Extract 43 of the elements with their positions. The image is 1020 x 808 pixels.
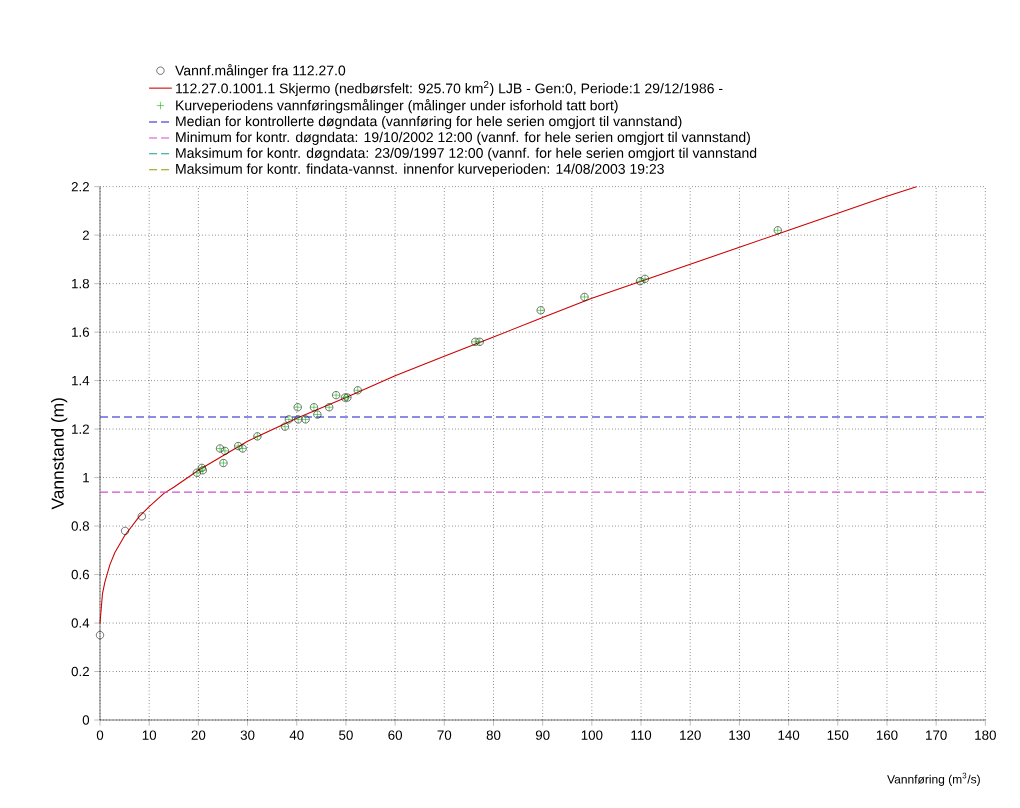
y-axis-title: Vannstand (m)	[51, 398, 68, 510]
point	[137, 512, 146, 521]
y-tick-label: 1.4	[72, 376, 90, 386]
y-tick-label: 0.8	[71, 521, 90, 531]
y-tick-label: 1.2	[72, 424, 89, 434]
x-tick-label: 50	[339, 730, 353, 740]
y-tick-label: 0	[82, 715, 90, 725]
x-tick-label: 180	[975, 730, 996, 740]
x-tick-label: 100	[581, 730, 603, 740]
y-tick-label: 0.2	[71, 666, 89, 677]
legend-label: Median for kontrollerte døgndata (vannføring for hele serien omgjort til vannstand)	[176, 115, 682, 130]
x-tick-label: 80	[486, 730, 501, 740]
y-tick-label: 1.6	[72, 327, 90, 337]
x-tick-label: 130	[729, 730, 751, 740]
x-tick-label: 30	[240, 730, 255, 740]
x-tick-label: 10	[142, 730, 157, 740]
x-tick-label: 0	[96, 730, 104, 740]
x-tick-label: 40	[289, 730, 304, 740]
x-tick-label: 120	[680, 730, 701, 740]
x-tick-label: 140	[778, 730, 800, 740]
y-tick-label: 0.6	[71, 569, 90, 580]
y-tick-label: 2	[82, 230, 89, 240]
legend-label: 112.27.0.1001.1 Skjermo (nedbørsfelt: 925.70 km$^{2}$) LJB - Gen:0, Periode:1 29/12/1986 -	[176, 81, 723, 97]
x-tick-label: 170	[926, 730, 947, 740]
legend-label: Kurveperiodens vannføringsmålinger (målinger under isforhold tatt bort)	[176, 98, 618, 114]
x-tick-label: 20	[191, 730, 206, 740]
legend-label: Maksimum for kontr. døgndata: 23/09/1997 12:00 (vannf. for hele serien omgjort til vannstand	[176, 147, 757, 161]
legend-label: Vannf.målinger fra 112.27.0	[175, 64, 346, 79]
x-tick-label: 160	[876, 730, 898, 740]
y-tick-label: 1	[83, 472, 89, 483]
point	[121, 526, 130, 535]
x-tick-label: 110	[631, 730, 652, 740]
point	[96, 631, 105, 640]
y-tick-label: 2.2	[71, 182, 89, 192]
legend-label: Minimum for kontr. døgndata: 19/10/2002 12:00 (vannf. for hele serien omgjort til vannstand)	[176, 131, 750, 145]
x-tick-label: 150	[827, 730, 849, 740]
legend-label: Maksimum for kontr. findata-vannst. innenfor kurveperioden: 14/08/2003 19:23	[176, 163, 664, 177]
x-tick-label: 70	[437, 730, 452, 740]
x-tick-label: 90	[535, 730, 550, 740]
x-axis-title: Vannføring (m$^{3}$/s)	[887, 772, 980, 786]
y-tick-label: 0.4	[71, 618, 90, 628]
x-tick-label: 60	[388, 730, 403, 740]
y-tick-label: 1.8	[72, 278, 90, 289]
